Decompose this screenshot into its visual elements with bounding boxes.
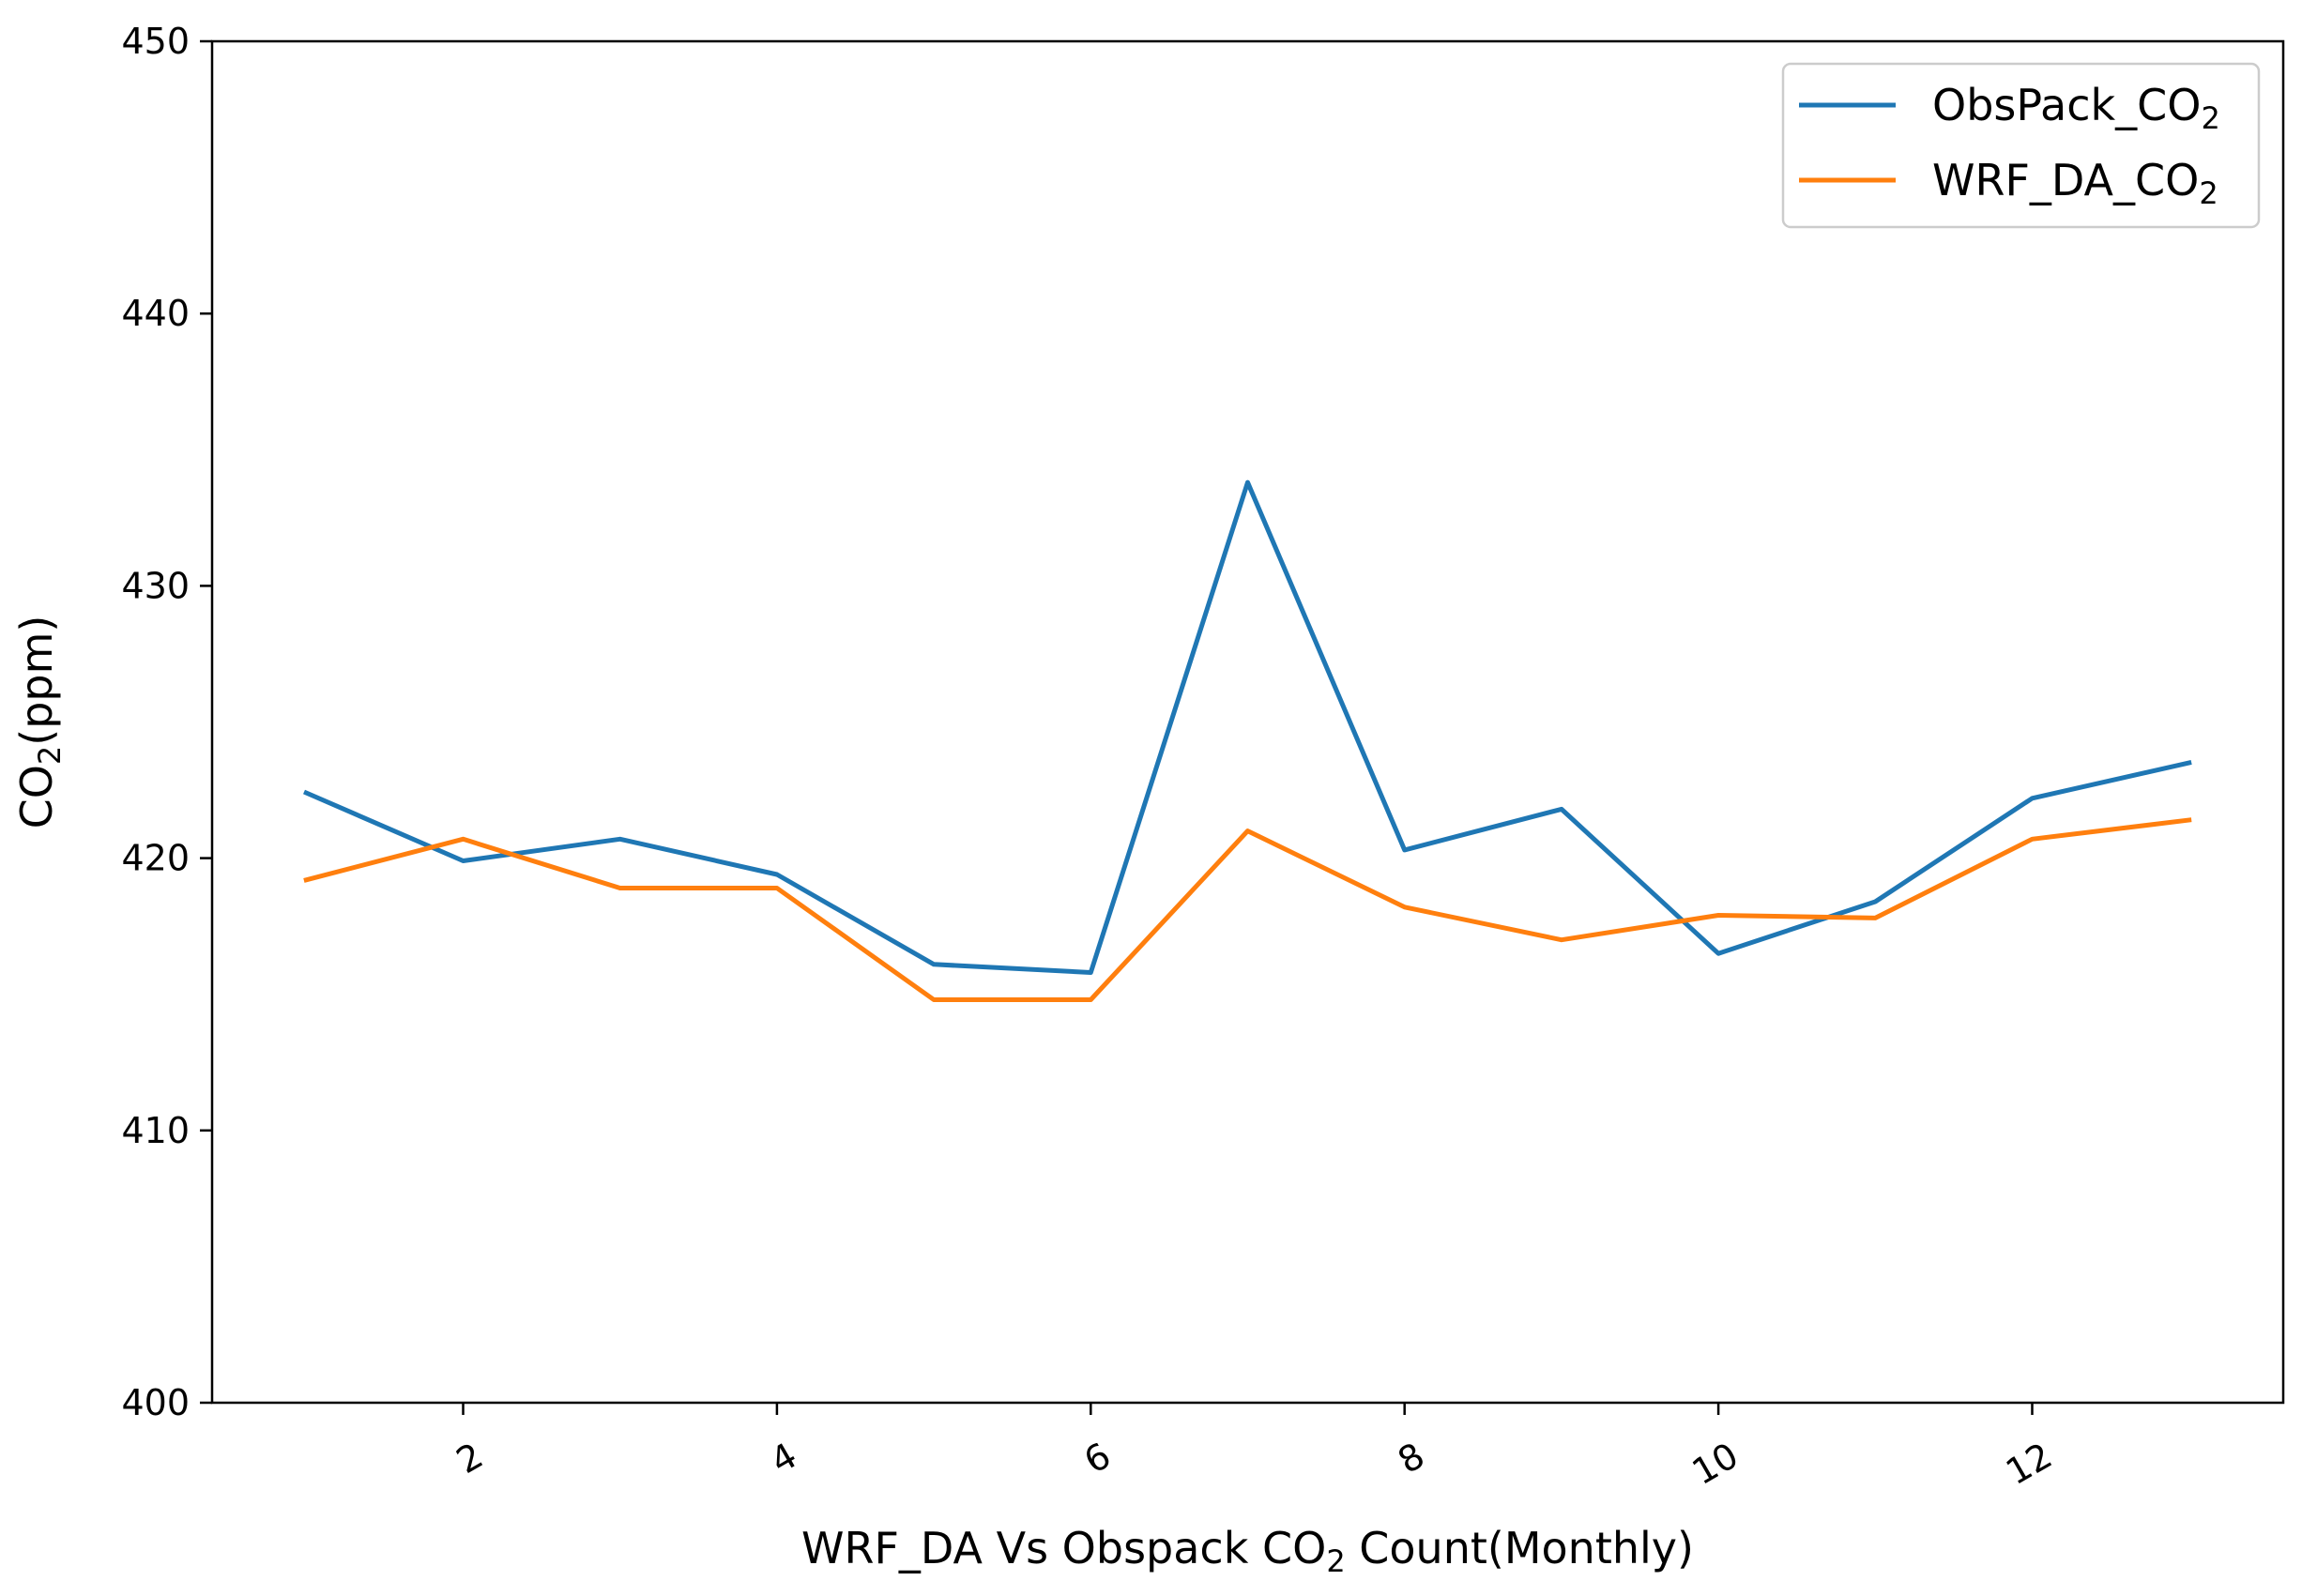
y-tick-label: 440 [121, 293, 190, 334]
legend-label-wrf-da-subscript: 2 [2199, 175, 2218, 211]
y-axis-label: CO2(ppm) [11, 616, 68, 829]
y-tick-label: 450 [121, 21, 190, 62]
legend-label-obspack-text: ObsPack_CO [1932, 80, 2202, 130]
legend-label-wrf-da-text: WRF_DA_CO [1932, 155, 2199, 205]
series-line-wrf-da [303, 817, 2192, 1002]
x-axis-label-text: WRF_DA Vs Obspack CO [801, 1523, 1326, 1573]
y-axis-label-subscript: 2 [32, 746, 68, 765]
y-axis-label-text: CO [11, 765, 62, 828]
x-axis-label-suffix: Count(Monthly) [1346, 1523, 1694, 1573]
legend-label-obspack-subscript: 2 [2202, 100, 2220, 136]
y-tick-label: 410 [121, 1110, 190, 1151]
legend-box [1781, 62, 2261, 229]
legend: ObsPack_CO2 WRF_DA_CO2 [1781, 62, 2261, 229]
y-tick-label: 430 [121, 565, 190, 606]
x-axis-label: WRF_DA Vs Obspack CO2 Count(Monthly) [801, 1523, 1694, 1579]
series-line-obspack [303, 479, 2192, 975]
legend-label-wrf-da: WRF_DA_CO2 [1932, 155, 2218, 211]
y-axis-label-suffix: (ppm) [11, 616, 62, 746]
y-tick-label: 400 [121, 1382, 190, 1423]
x-axis-label-subscript: 2 [1326, 1543, 1345, 1579]
series-lines [303, 479, 2192, 1002]
legend-label-obspack: ObsPack_CO2 [1932, 80, 2220, 136]
y-tick-label: 420 [121, 838, 190, 879]
plot-frame [210, 39, 2285, 1405]
